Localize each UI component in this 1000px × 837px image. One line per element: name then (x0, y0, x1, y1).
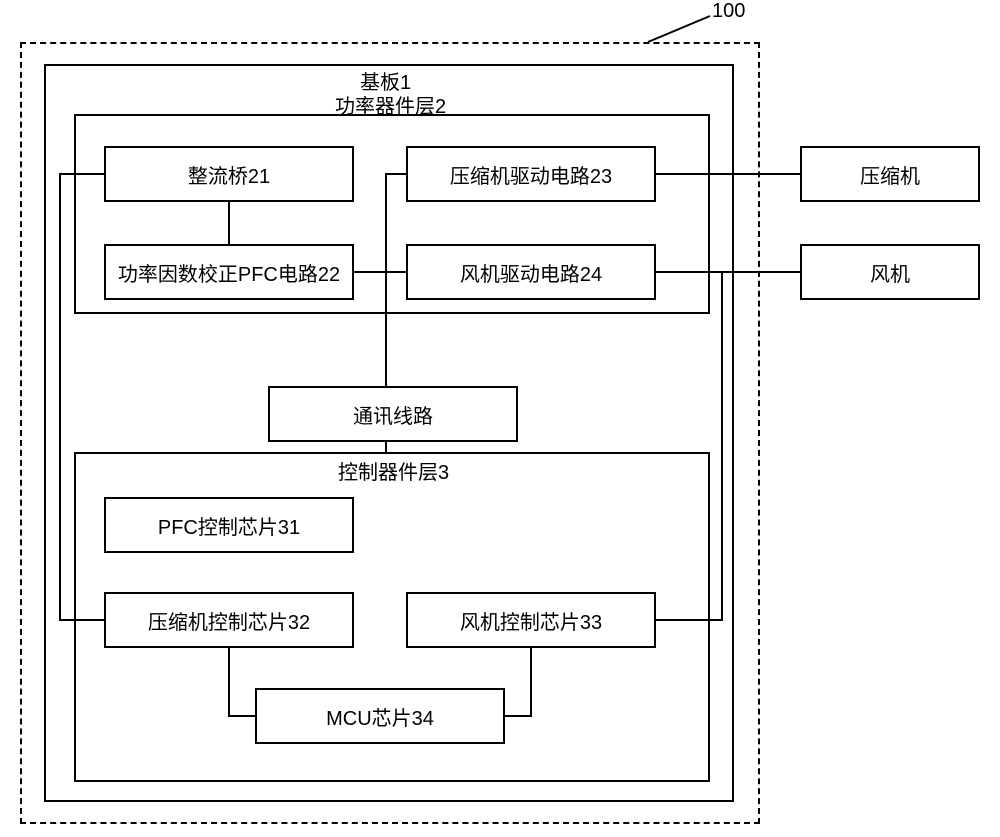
node-comp-drive: 压缩机驱动电路23 (406, 146, 656, 202)
node-comm: 通讯线路 (268, 386, 518, 442)
node-fan-chip: 风机控制芯片33 (406, 592, 656, 648)
node-mcu: MCU芯片34 (255, 688, 505, 744)
node-compressor-ext-label: 压缩机 (860, 160, 920, 189)
node-pfc-label: 功率因数校正PFC电路22 (118, 258, 340, 287)
node-fan-ext: 风机 (800, 244, 980, 300)
node-comp-chip: 压缩机控制芯片32 (104, 592, 354, 648)
node-pfc-chip-label: PFC控制芯片31 (158, 511, 300, 540)
node-rectifier-label: 整流桥21 (188, 160, 270, 189)
power-layer-label: 功率器件层2 (335, 90, 446, 119)
node-compressor-ext: 压缩机 (800, 146, 980, 202)
node-comp-drive-label: 压缩机驱动电路23 (450, 160, 612, 189)
node-comm-label: 通讯线路 (353, 400, 433, 429)
node-fan-chip-label: 风机控制芯片33 (460, 606, 602, 635)
ref-label: 100 (712, 0, 745, 23)
node-comp-chip-label: 压缩机控制芯片32 (148, 606, 310, 635)
node-pfc-chip: PFC控制芯片31 (104, 497, 354, 553)
diagram-canvas: 100 基板1 功率器件层2 控制器件层3 整流桥21 功率因数校正PFC电路2… (0, 0, 1000, 837)
node-rectifier: 整流桥21 (104, 146, 354, 202)
node-fan-drive-label: 风机驱动电路24 (460, 258, 602, 287)
node-mcu-label: MCU芯片34 (326, 702, 434, 731)
node-fan-drive: 风机驱动电路24 (406, 244, 656, 300)
node-pfc: 功率因数校正PFC电路22 (104, 244, 354, 300)
node-fan-ext-label: 风机 (870, 258, 910, 287)
control-layer-label: 控制器件层3 (338, 456, 449, 485)
